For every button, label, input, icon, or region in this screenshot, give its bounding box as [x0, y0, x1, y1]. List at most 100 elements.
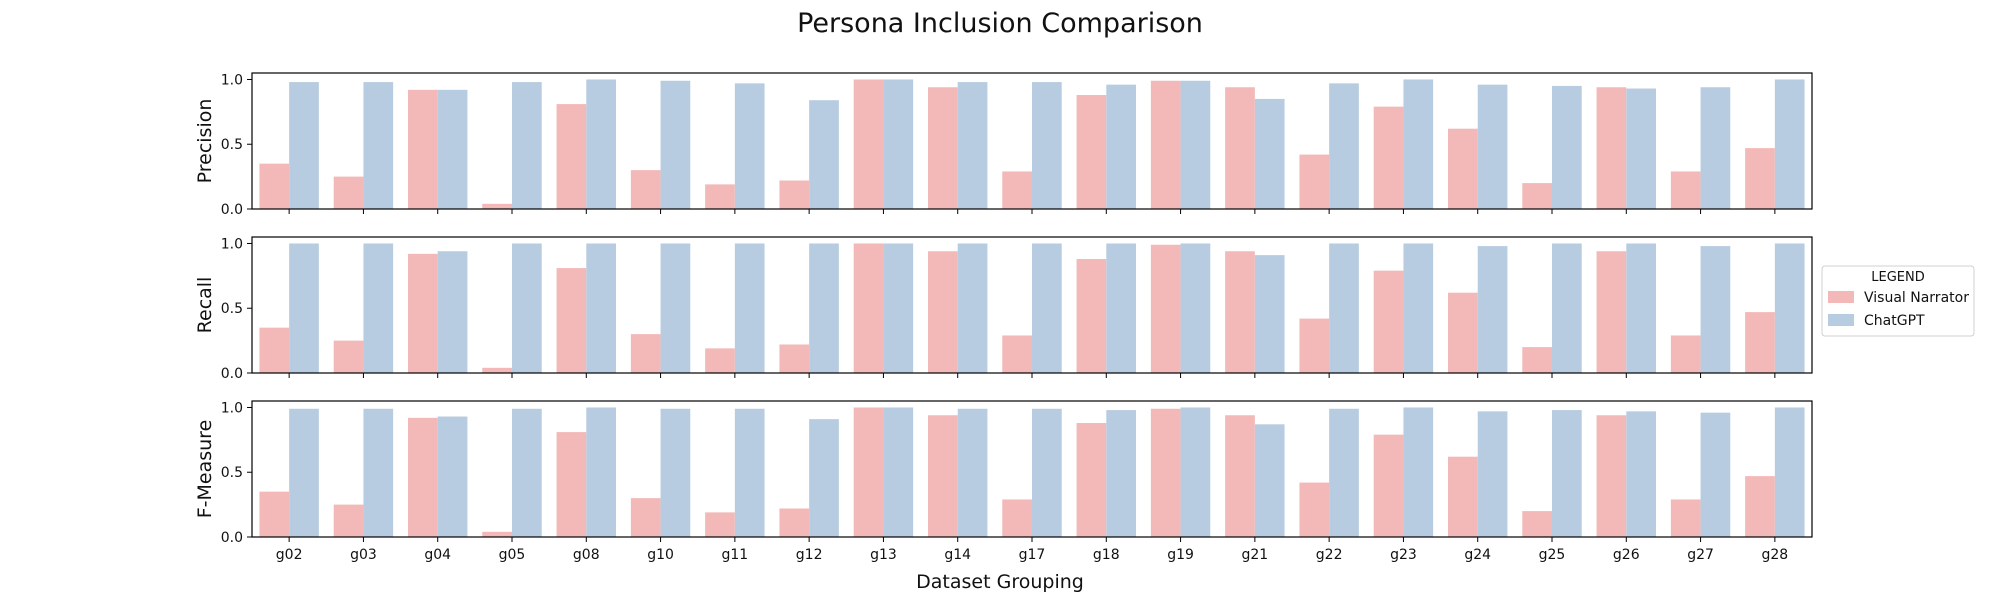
bar-f-measure-chatgpt-g03 — [363, 408, 394, 537]
bar-precision-chatgpt-g05 — [512, 82, 542, 209]
bar-recall-chatgpt-g21 — [1254, 255, 1285, 373]
bar-recall-chatgpt-g04 — [437, 251, 468, 373]
bar-recall-visual-narrator-g28 — [1745, 312, 1775, 373]
bar-precision-visual-narrator-g18 — [1076, 95, 1107, 209]
bar-recall-chatgpt-g18 — [1106, 243, 1136, 373]
bar-precision-chatgpt-g18 — [1106, 84, 1136, 209]
x-tick-label-g12: g12 — [796, 547, 823, 563]
bar-f-measure-visual-narrator-g03 — [333, 504, 364, 537]
legend-title: LEGEND — [1871, 270, 1924, 285]
bar-recall-visual-narrator-g05 — [482, 367, 512, 373]
bar-recall-chatgpt-g25 — [1552, 243, 1582, 373]
y-tick-label-f-measure-0.5: 0.5 — [221, 465, 243, 481]
bar-precision-visual-narrator-g23 — [1373, 106, 1404, 209]
bar-precision-chatgpt-g04 — [437, 89, 468, 209]
bar-recall-visual-narrator-g24 — [1448, 292, 1478, 373]
bar-f-measure-chatgpt-g05 — [512, 408, 542, 537]
bar-precision-chatgpt-g03 — [363, 82, 394, 209]
x-tick-label-g13: g13 — [870, 547, 897, 563]
bar-precision-visual-narrator-g19 — [1150, 80, 1181, 210]
x-axis-label: Dataset Grouping — [916, 571, 1084, 593]
bar-precision-visual-narrator-g13 — [853, 79, 884, 209]
bar-recall-chatgpt-g14 — [957, 243, 988, 373]
bar-f-measure-chatgpt-g17 — [1032, 408, 1062, 537]
x-tick-label-g24: g24 — [1464, 547, 1491, 563]
bar-f-measure-visual-narrator-g14 — [928, 415, 958, 537]
bar-f-measure-chatgpt-g11 — [734, 408, 765, 537]
bar-f-measure-chatgpt-g26 — [1626, 411, 1656, 537]
bar-f-measure-visual-narrator-g28 — [1745, 476, 1775, 537]
bar-precision-visual-narrator-g22 — [1299, 154, 1330, 209]
bar-precision-chatgpt-g22 — [1329, 83, 1359, 209]
bar-f-measure-visual-narrator-g13 — [853, 407, 884, 537]
bar-recall-visual-narrator-g14 — [928, 251, 958, 373]
bar-recall-chatgpt-g13 — [883, 243, 914, 373]
bar-f-measure-chatgpt-g18 — [1106, 410, 1136, 537]
bar-f-measure-chatgpt-g04 — [437, 416, 468, 537]
bar-precision-visual-narrator-g17 — [1002, 171, 1032, 209]
x-tick-label-g11: g11 — [722, 547, 749, 563]
bar-f-measure-visual-narrator-g11 — [705, 512, 735, 537]
chart-title: Persona Inclusion Comparison — [797, 8, 1203, 39]
y-tick-label-recall-1.0: 1.0 — [221, 236, 243, 252]
y-tick-label-f-measure-1.0: 1.0 — [221, 400, 243, 416]
bar-recall-chatgpt-g28 — [1774, 243, 1805, 373]
bar-precision-visual-narrator-g12 — [779, 180, 810, 209]
bar-precision-visual-narrator-g24 — [1448, 128, 1478, 209]
bar-f-measure-visual-narrator-g12 — [779, 508, 810, 537]
bar-f-measure-chatgpt-g28 — [1774, 407, 1805, 537]
bar-precision-chatgpt-g14 — [957, 82, 988, 209]
y-tick-label-precision-1.0: 1.0 — [221, 72, 243, 88]
bar-recall-visual-narrator-g26 — [1596, 251, 1627, 373]
bar-recall-chatgpt-g24 — [1477, 246, 1508, 373]
bar-precision-chatgpt-g12 — [809, 100, 839, 209]
bar-recall-visual-narrator-g17 — [1002, 335, 1032, 373]
x-tick-label-g27: g27 — [1687, 547, 1714, 563]
bar-precision-visual-narrator-g03 — [333, 176, 364, 209]
bar-recall-visual-narrator-g02 — [259, 327, 290, 373]
bar-precision-chatgpt-g11 — [734, 83, 765, 209]
bar-recall-chatgpt-g19 — [1180, 243, 1211, 373]
bar-precision-visual-narrator-g21 — [1225, 87, 1255, 209]
panels: 0.0 0.5 1.0 Precision 0.0 0.5 1.0 Recall 0.0 0.5 1… — [194, 72, 1813, 563]
y-tick-label-f-measure-0.0: 0.0 — [221, 530, 243, 546]
legend-label-chatgpt: ChatGPT — [1864, 313, 1925, 329]
bar-recall-chatgpt-g11 — [734, 243, 765, 373]
bar-precision-chatgpt-g25 — [1552, 85, 1582, 209]
legend-frame — [1821, 265, 1975, 337]
x-tick-label-g04: g04 — [424, 547, 451, 563]
legend-label-visual-narrator: Visual Narrator — [1864, 290, 1969, 306]
y-tick-label-recall-0.5: 0.5 — [221, 301, 243, 317]
bar-recall-visual-narrator-g03 — [333, 340, 364, 373]
bar-recall-chatgpt-g23 — [1403, 243, 1434, 373]
bar-precision-chatgpt-g17 — [1032, 82, 1062, 209]
legend-swatch-visual-narrator — [1828, 291, 1854, 303]
bar-precision-visual-narrator-g04 — [408, 89, 438, 209]
bar-f-measure-chatgpt-g22 — [1329, 408, 1359, 537]
bar-f-measure-visual-narrator-g21 — [1225, 415, 1255, 537]
bar-precision-visual-narrator-g05 — [482, 203, 512, 209]
x-tick-label-g23: g23 — [1390, 547, 1417, 563]
bar-f-measure-visual-narrator-g05 — [482, 531, 512, 537]
bar-f-measure-chatgpt-g19 — [1180, 407, 1211, 537]
bar-f-measure-visual-narrator-g10 — [630, 498, 661, 537]
panel-recall: 0.0 0.5 1.0 Recall — [194, 236, 1813, 382]
bar-precision-chatgpt-g23 — [1403, 79, 1434, 209]
bar-recall-chatgpt-g03 — [363, 243, 394, 373]
bar-recall-visual-narrator-g08 — [556, 268, 587, 373]
bar-f-measure-visual-narrator-g04 — [408, 417, 438, 537]
y-tick-label-precision-0.0: 0.0 — [221, 202, 243, 218]
bar-precision-visual-narrator-g26 — [1596, 87, 1627, 209]
bar-f-measure-chatgpt-g10 — [660, 408, 691, 537]
bar-precision-chatgpt-g08 — [586, 79, 616, 209]
bar-recall-visual-narrator-g13 — [853, 243, 884, 373]
bar-precision-chatgpt-g19 — [1180, 80, 1211, 210]
bar-f-measure-chatgpt-g27 — [1700, 412, 1731, 537]
bar-f-measure-visual-narrator-g02 — [259, 491, 290, 537]
bar-precision-chatgpt-g27 — [1700, 87, 1731, 209]
bar-recall-visual-narrator-g22 — [1299, 318, 1330, 373]
x-tick-label-g05: g05 — [499, 547, 526, 563]
bar-f-measure-visual-narrator-g19 — [1150, 408, 1181, 537]
x-tick-label-g26: g26 — [1613, 547, 1640, 563]
x-tick-label-g03: g03 — [350, 547, 377, 563]
